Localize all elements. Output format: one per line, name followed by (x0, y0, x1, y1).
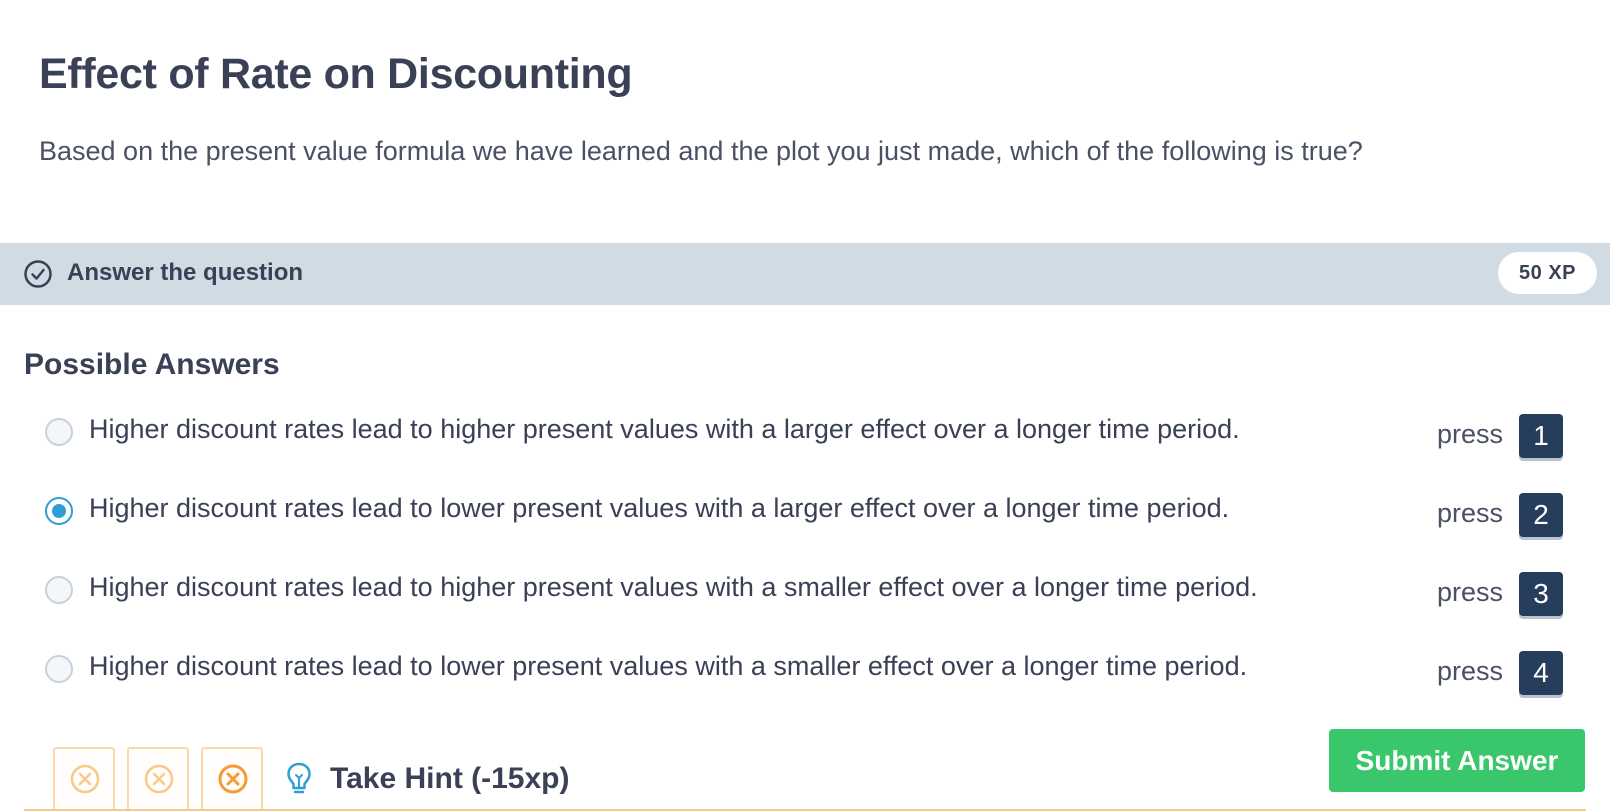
press-label: press (1437, 419, 1504, 449)
keyboard-shortcut-key: 2 (1519, 493, 1563, 537)
attempt-indicator-2 (127, 747, 189, 809)
task-label: Answer the question (67, 259, 304, 286)
xp-badge: 50 XP (1498, 252, 1597, 294)
radio-button[interactable] (45, 418, 73, 446)
close-circle-icon (70, 764, 100, 794)
take-hint-button[interactable]: Take Hint (-15xp) (330, 762, 570, 795)
keyboard-shortcut-key: 4 (1519, 651, 1563, 695)
attempt-indicator-1 (53, 747, 115, 809)
answer-option-3[interactable]: Higher discount rates lead to higher pre… (0, 561, 1610, 621)
answer-option-2[interactable]: Higher discount rates lead to lower pres… (0, 482, 1610, 542)
lightbulb-icon[interactable] (286, 761, 312, 797)
close-circle-icon (144, 764, 174, 794)
answer-option-1[interactable]: Higher discount rates lead to higher pre… (0, 403, 1610, 463)
answer-text[interactable]: Higher discount rates lead to lower pres… (89, 651, 1248, 681)
radio-button[interactable] (45, 576, 73, 604)
radio-button-selected[interactable] (45, 497, 73, 525)
attempt-indicator-3 (201, 747, 263, 809)
footer-divider (24, 809, 1586, 811)
press-label: press (1437, 498, 1504, 528)
exercise-title: Effect of Rate on Discounting (39, 50, 633, 98)
radio-button[interactable] (45, 655, 73, 683)
check-circle-icon (24, 260, 52, 288)
task-bar: Answer the question 50 XP (0, 243, 1610, 305)
answer-text[interactable]: Higher discount rates lead to lower pres… (89, 493, 1230, 523)
press-label: press (1437, 656, 1504, 686)
keyboard-shortcut-key: 3 (1519, 572, 1563, 616)
press-label: press (1437, 577, 1504, 607)
exercise-question: Based on the present value formula we ha… (39, 136, 1363, 166)
submit-answer-button[interactable]: Submit Answer (1329, 729, 1585, 792)
answer-text[interactable]: Higher discount rates lead to higher pre… (89, 414, 1240, 444)
possible-answers-heading: Possible Answers (24, 348, 280, 381)
answer-text[interactable]: Higher discount rates lead to higher pre… (89, 572, 1258, 602)
close-circle-icon (218, 764, 248, 794)
keyboard-shortcut-key: 1 (1519, 414, 1563, 458)
answer-option-4[interactable]: Higher discount rates lead to lower pres… (0, 640, 1610, 700)
